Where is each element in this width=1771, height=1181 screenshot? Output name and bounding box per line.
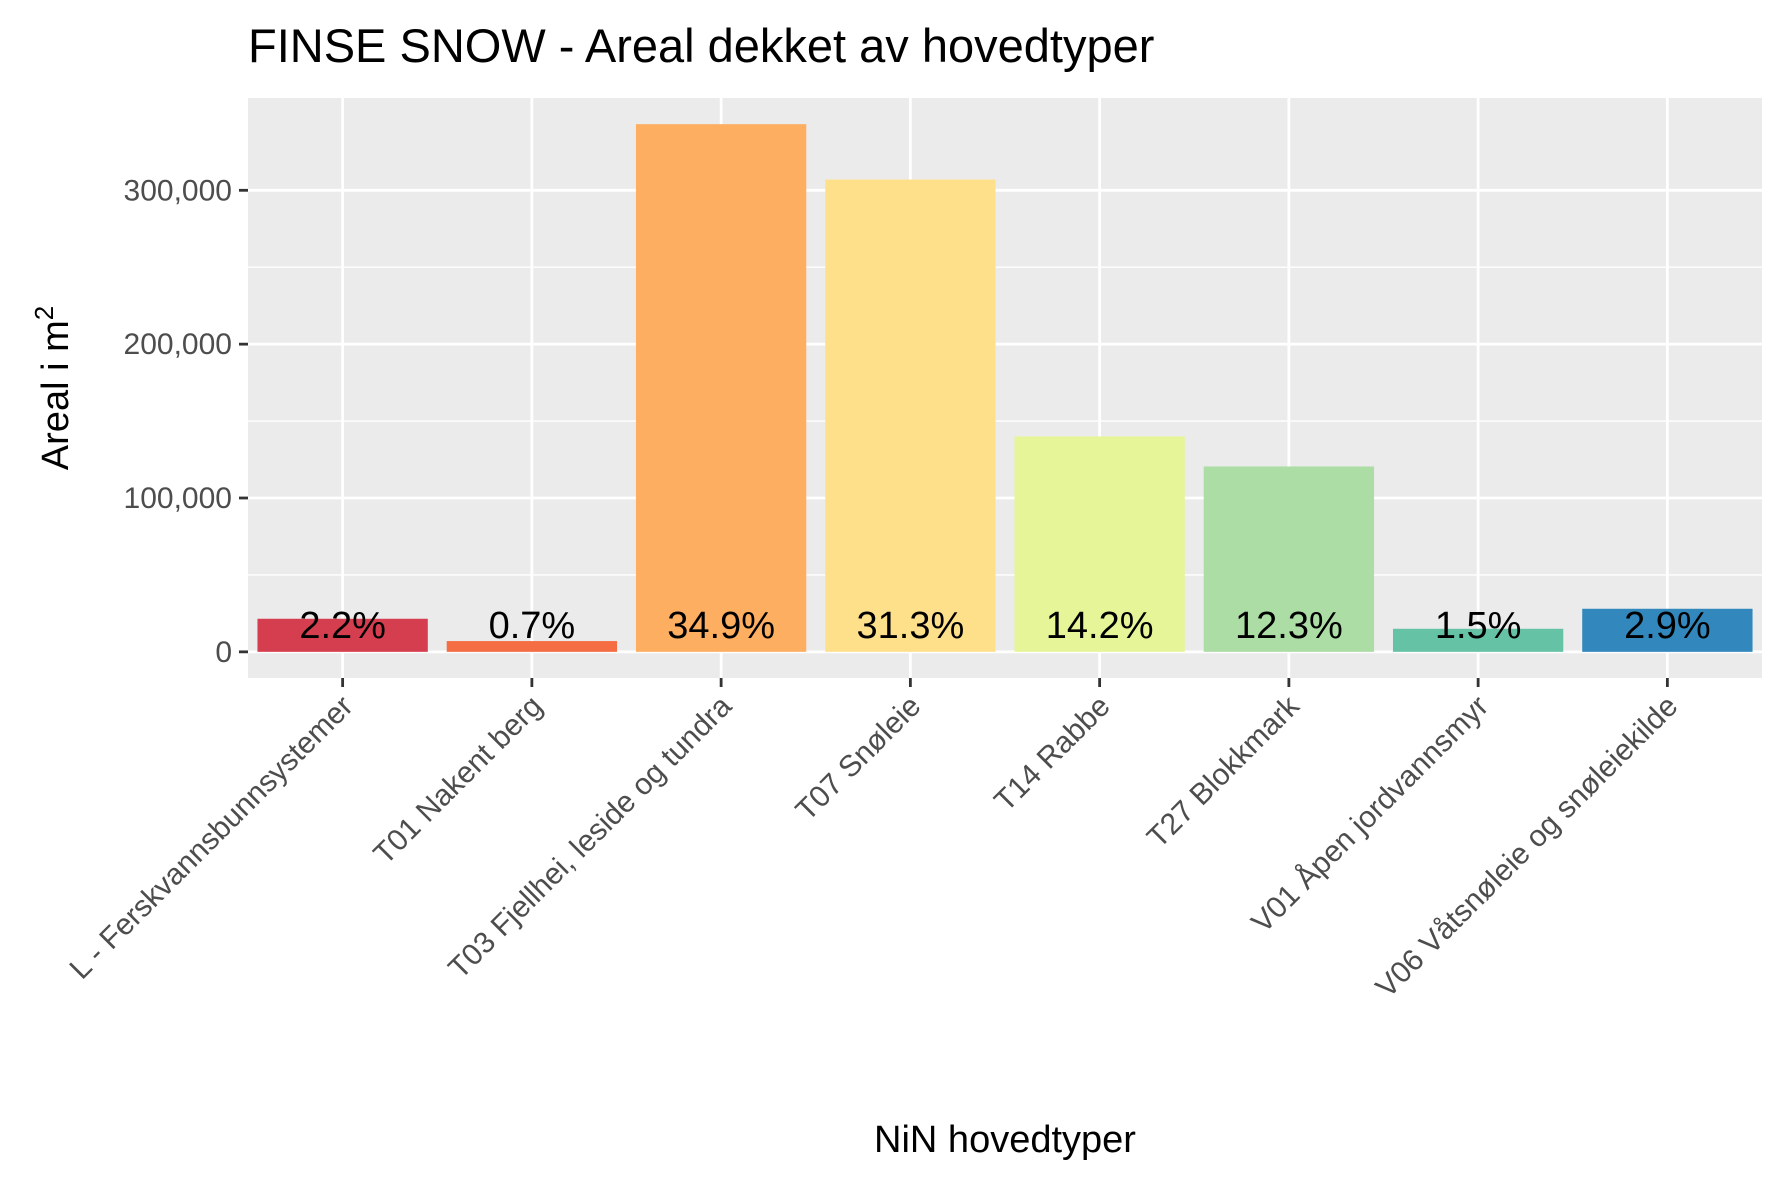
- bar-value-label: 12.3%: [1235, 605, 1343, 647]
- bar-labels: 2.2% 0.7% 34.9% 31.3% 14.2% 12.3% 1.5% 2.9%: [299, 605, 1710, 647]
- plot-panel: [248, 98, 1762, 678]
- bar-value-label: 1.5%: [1435, 605, 1522, 647]
- y-tick-label: 0: [215, 636, 232, 669]
- bar-value-label: 34.9%: [667, 605, 775, 647]
- bar: [1392, 628, 1564, 652]
- x-axis-title: NiN hovedtyper: [874, 1119, 1136, 1161]
- minor-gridlines: [248, 266, 1762, 576]
- bar-value-label: 14.2%: [1046, 605, 1154, 647]
- bar-value-label: 2.2%: [299, 605, 386, 647]
- y-axis-title-superscript: 2: [29, 306, 59, 320]
- bar: [825, 179, 996, 652]
- bar: [257, 618, 428, 652]
- y-axis: 0 100,000 200,000 300,000: [124, 174, 248, 669]
- bar-value-label: 2.9%: [1624, 605, 1711, 647]
- y-axis-title-main: Areal i m: [35, 320, 77, 470]
- bar: [635, 124, 807, 652]
- bars: [257, 124, 1753, 652]
- y-axis-title: Areal i m2: [29, 306, 77, 470]
- chart-title: FINSE SNOW - Areal dekket av hovedtyper: [248, 19, 1154, 72]
- bar-value-label: 0.7%: [489, 605, 576, 647]
- bar: [1203, 466, 1375, 652]
- bar: [446, 641, 618, 652]
- bar: [1582, 608, 1753, 652]
- bar: [1014, 436, 1185, 652]
- y-tick-label: 300,000: [124, 174, 232, 207]
- y-tick-label: 200,000: [124, 328, 232, 361]
- bar-value-label: 31.3%: [857, 605, 965, 647]
- y-tick-label: 100,000: [124, 482, 232, 515]
